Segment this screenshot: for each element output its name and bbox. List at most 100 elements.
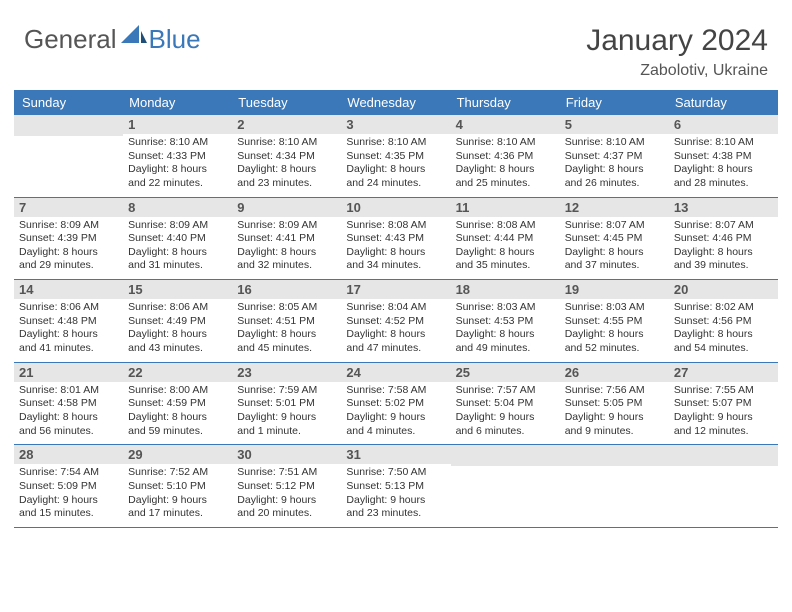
- sunset-text: Sunset: 5:05 PM: [565, 397, 664, 411]
- daylight-text: Daylight: 8 hours: [456, 246, 555, 260]
- daylight-text: Daylight: 9 hours: [346, 494, 445, 508]
- day-number: 24: [346, 365, 445, 380]
- day-header: Tuesday: [232, 90, 341, 115]
- day-number: 25: [456, 365, 555, 380]
- daylight-text: and 22 minutes.: [128, 177, 227, 191]
- daylight-text: Daylight: 8 hours: [237, 328, 336, 342]
- daylight-text: and 9 minutes.: [565, 425, 664, 439]
- daylight-text: and 43 minutes.: [128, 342, 227, 356]
- sunset-text: Sunset: 4:52 PM: [346, 315, 445, 329]
- daylight-text: Daylight: 9 hours: [237, 411, 336, 425]
- day-number: 8: [128, 200, 227, 215]
- daylight-text: Daylight: 9 hours: [565, 411, 664, 425]
- sunset-text: Sunset: 4:41 PM: [237, 232, 336, 246]
- calendar-day-cell: 17Sunrise: 8:04 AMSunset: 4:52 PMDayligh…: [341, 280, 450, 363]
- sunset-text: Sunset: 4:51 PM: [237, 315, 336, 329]
- daylight-text: Daylight: 8 hours: [456, 163, 555, 177]
- calendar-day-cell: 19Sunrise: 8:03 AMSunset: 4:55 PMDayligh…: [560, 280, 669, 363]
- calendar-day-cell: 13 Sunrise: 8:07 AMSunset: 4:46 PMDayligh…: [669, 197, 778, 280]
- sunset-text: Sunset: 4:36 PM: [456, 150, 555, 164]
- daylight-text: Daylight: 9 hours: [456, 411, 555, 425]
- sunset-text: Sunset: 4:38 PM: [674, 150, 773, 164]
- calendar-day-cell: 24Sunrise: 7:58 AMSunset: 5:02 PMDayligh…: [341, 362, 450, 445]
- sunset-text: Sunset: 4:46 PM: [674, 232, 773, 246]
- calendar-day-cell: 31Sunrise: 7:50 AMSunset: 5:13 PMDayligh…: [341, 445, 450, 528]
- day-number: 26: [565, 365, 664, 380]
- sunrise-text: Sunrise: 7:50 AM: [346, 466, 445, 480]
- sunset-text: Sunset: 4:37 PM: [565, 150, 664, 164]
- sunset-text: Sunset: 4:53 PM: [456, 315, 555, 329]
- calendar-day-cell: 5Sunrise: 8:10 AMSunset: 4:37 PMDaylight…: [560, 115, 669, 197]
- sunrise-text: Sunrise: 8:07 AM: [674, 219, 773, 233]
- calendar-day-cell: 29Sunrise: 7:52 AMSunset: 5:10 PMDayligh…: [123, 445, 232, 528]
- calendar-day-cell: 21Sunrise: 8:01 AMSunset: 4:58 PMDayligh…: [14, 362, 123, 445]
- sunrise-text: Sunrise: 8:10 AM: [456, 136, 555, 150]
- daylight-text: and 6 minutes.: [456, 425, 555, 439]
- day-number: 20: [674, 282, 773, 297]
- sunset-text: Sunset: 5:12 PM: [237, 480, 336, 494]
- calendar-day-cell: 6 Sunrise: 8:10 AMSunset: 4:38 PMDaylight…: [669, 115, 778, 197]
- day-header: Saturday: [669, 90, 778, 115]
- daylight-text: and 23 minutes.: [237, 177, 336, 191]
- sunset-text: Sunset: 5:09 PM: [19, 480, 118, 494]
- sunset-text: Sunset: 5:02 PM: [346, 397, 445, 411]
- daylight-text: and 35 minutes.: [456, 259, 555, 273]
- daylight-text: and 12 minutes.: [674, 425, 773, 439]
- daylight-text: Daylight: 8 hours: [565, 328, 664, 342]
- logo: General Blue: [24, 24, 201, 55]
- sunrise-text: Sunrise: 7:55 AM: [674, 384, 773, 398]
- daylight-text: Daylight: 8 hours: [674, 163, 773, 177]
- daylight-text: and 54 minutes.: [674, 342, 773, 356]
- calendar-day-cell: 1Sunrise: 8:10 AMSunset: 4:33 PMDaylight…: [123, 115, 232, 197]
- logo-sail-icon: [121, 23, 147, 50]
- day-number: 2: [237, 117, 336, 132]
- header: General Blue January 2024 Zabolotiv, Ukr…: [0, 0, 792, 90]
- day-number: 13: [674, 200, 773, 215]
- day-number: 6: [674, 117, 773, 132]
- sunset-text: Sunset: 4:56 PM: [674, 315, 773, 329]
- sunset-text: Sunset: 4:59 PM: [128, 397, 227, 411]
- sunset-text: Sunset: 4:45 PM: [565, 232, 664, 246]
- page-title: January 2024: [586, 24, 768, 58]
- sunset-text: Sunset: 5:13 PM: [346, 480, 445, 494]
- calendar-day-cell: 26 Sunrise: 7:56 AMSunset: 5:05 PMDayligh…: [560, 362, 669, 445]
- logo-text-general: General: [24, 24, 117, 55]
- calendar-empty-cell: [14, 115, 123, 197]
- day-number: 22: [128, 365, 227, 380]
- day-header: Monday: [123, 90, 232, 115]
- daylight-text: Daylight: 8 hours: [674, 328, 773, 342]
- day-number: 11: [456, 200, 555, 215]
- sunrise-text: Sunrise: 8:10 AM: [237, 136, 336, 150]
- daylight-text: Daylight: 9 hours: [237, 494, 336, 508]
- daylight-text: and 47 minutes.: [346, 342, 445, 356]
- day-number: 23: [237, 365, 336, 380]
- daylight-text: and 23 minutes.: [346, 507, 445, 521]
- day-number: 10: [346, 200, 445, 215]
- sunrise-text: Sunrise: 8:05 AM: [237, 301, 336, 315]
- daylight-text: Daylight: 8 hours: [565, 163, 664, 177]
- daylight-text: Daylight: 8 hours: [674, 246, 773, 260]
- daylight-text: Daylight: 8 hours: [19, 328, 118, 342]
- calendar-day-cell: 3Sunrise: 8:10 AMSunset: 4:35 PMDaylight…: [341, 115, 450, 197]
- calendar-day-cell: 10Sunrise: 8:08 AMSunset: 4:43 PMDayligh…: [341, 197, 450, 280]
- location-subtitle: Zabolotiv, Ukraine: [586, 62, 768, 80]
- day-header: Sunday: [14, 90, 123, 115]
- calendar-empty-cell: [560, 445, 669, 528]
- sunrise-text: Sunrise: 8:09 AM: [128, 219, 227, 233]
- daylight-text: and 39 minutes.: [674, 259, 773, 273]
- day-number: 18: [456, 282, 555, 297]
- sunrise-text: Sunrise: 8:10 AM: [674, 136, 773, 150]
- calendar-day-cell: 14Sunrise: 8:06 AMSunset: 4:48 PMDayligh…: [14, 280, 123, 363]
- sunrise-text: Sunrise: 8:09 AM: [19, 219, 118, 233]
- sunrise-text: Sunrise: 7:56 AM: [565, 384, 664, 398]
- sunset-text: Sunset: 4:40 PM: [128, 232, 227, 246]
- calendar-week-row: 14Sunrise: 8:06 AMSunset: 4:48 PMDayligh…: [14, 280, 778, 363]
- daylight-text: and 56 minutes.: [19, 425, 118, 439]
- calendar-day-cell: 4Sunrise: 8:10 AMSunset: 4:36 PMDaylight…: [451, 115, 560, 197]
- calendar-week-row: 28Sunrise: 7:54 AMSunset: 5:09 PMDayligh…: [14, 445, 778, 528]
- day-number: 16: [237, 282, 336, 297]
- calendar-empty-cell: [451, 445, 560, 528]
- day-number: 15: [128, 282, 227, 297]
- sunrise-text: Sunrise: 8:04 AM: [346, 301, 445, 315]
- sunrise-text: Sunrise: 8:10 AM: [346, 136, 445, 150]
